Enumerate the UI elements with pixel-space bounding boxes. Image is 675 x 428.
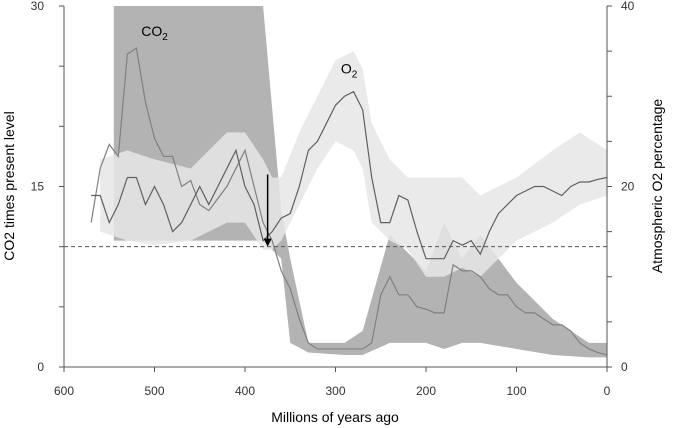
band-o2 [100,51,607,277]
y-left-tick-label: 0 [37,360,44,374]
bands-layer [100,6,608,358]
lines-layer [90,47,608,356]
y-left-tick-label: 15 [31,180,45,194]
series-label-o2: O2 [341,61,358,81]
series-line-o2 [91,90,608,260]
x-tick-label: 200 [416,384,436,398]
y-right-tick-label: 0 [621,360,628,374]
y-right-tick-label: 40 [621,0,635,13]
x-tick-label: 500 [144,384,164,398]
y-left-axis-label: CO2 times present level [1,111,17,260]
x-tick-label: 600 [54,384,74,398]
x-tick-label: 400 [235,384,255,398]
x-tick-label: 100 [506,384,526,398]
y-right-tick-label: 20 [621,180,635,194]
x-tick-label: 0 [604,384,611,398]
x-tick-label: 300 [325,384,345,398]
series-line-co2 [90,47,608,356]
y-left-tick-label: 30 [31,0,45,13]
arrow-head [263,238,272,247]
x-axis-label: Millions of years ago [271,409,399,425]
annotations-layer: CO2 O2 [64,23,607,248]
series-label-co2: CO2 [141,23,168,43]
y-right-axis-label: Atmospheric O2 percentage [649,99,665,274]
